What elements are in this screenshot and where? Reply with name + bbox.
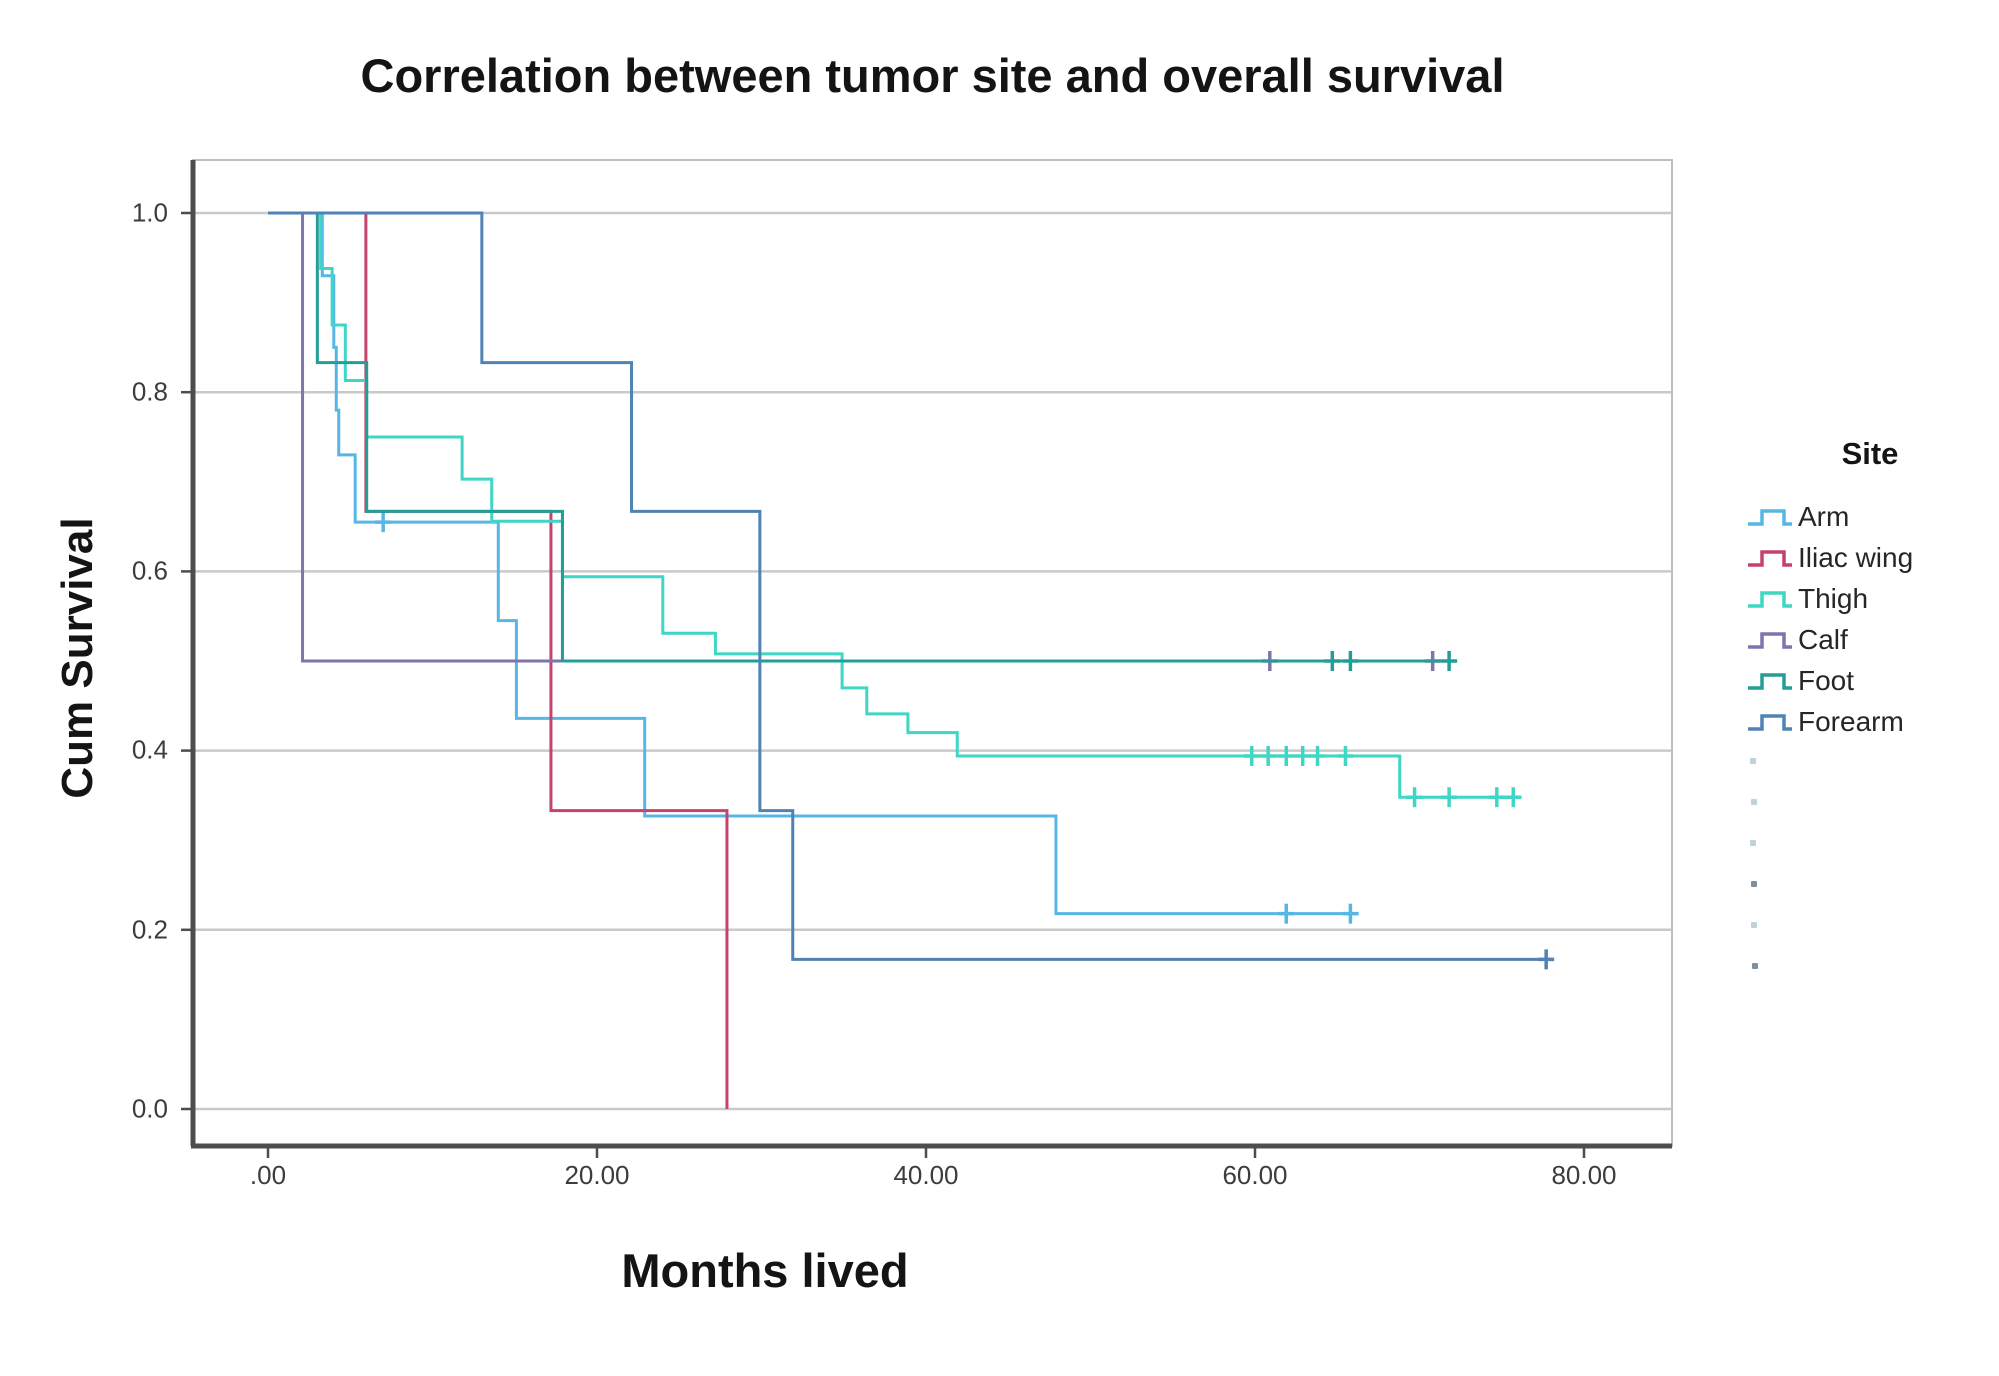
step-line-icon [1748, 509, 1792, 526]
legend-item-iliac-wing: Iliac wing [1746, 541, 1913, 575]
legend-item-thigh: Thigh [1746, 582, 1868, 616]
step-line-icon [1748, 673, 1792, 690]
x-tick-label: 20.00 [564, 1160, 630, 1190]
step-line-icon [1748, 550, 1792, 567]
legend-item-arm: Arm [1746, 500, 1849, 534]
legend-label: Arm [1798, 501, 1850, 532]
artifact-dot [1751, 922, 1757, 928]
y-tick-label: 1.0 [131, 197, 168, 228]
x-tick-label: 60.00 [1222, 1160, 1288, 1190]
legend-label: Calf [1798, 624, 1848, 655]
y-tick-label: 0.4 [131, 734, 168, 765]
chart-title: Correlation between tumor site and overa… [360, 49, 1505, 102]
legend-label: Iliac wing [1798, 542, 1914, 573]
artifact-dot [1751, 881, 1757, 887]
step-line-icon [1748, 591, 1792, 608]
step-line-icon [1748, 632, 1792, 649]
artifact-dot [1750, 758, 1756, 764]
legend-title: Site [1841, 436, 1899, 471]
artifact-dot [1750, 840, 1756, 846]
legend-item-foot: Foot [1746, 664, 1854, 698]
step-line-icon [1748, 714, 1792, 731]
legend-label: Forearm [1798, 706, 1904, 737]
x-tick-label: .00 [249, 1160, 287, 1190]
y-tick-label: 0.8 [131, 376, 168, 407]
legend-label: Foot [1798, 665, 1855, 696]
x-axis-title: Months lived [621, 1244, 909, 1297]
x-tick-label: 40.00 [893, 1160, 959, 1190]
legend-item-calf: Calf [1746, 623, 1848, 657]
x-tick-label: 80.00 [1551, 1160, 1617, 1190]
artifact-dot [1752, 963, 1758, 969]
y-tick-label: 0.6 [131, 555, 168, 586]
legend-item-forearm: Forearm [1746, 705, 1904, 739]
artifact-dot [1751, 799, 1757, 805]
y-tick-label: 0.0 [131, 1093, 168, 1124]
legend-label: Thigh [1798, 583, 1869, 614]
y-tick-label: 0.2 [131, 914, 168, 945]
